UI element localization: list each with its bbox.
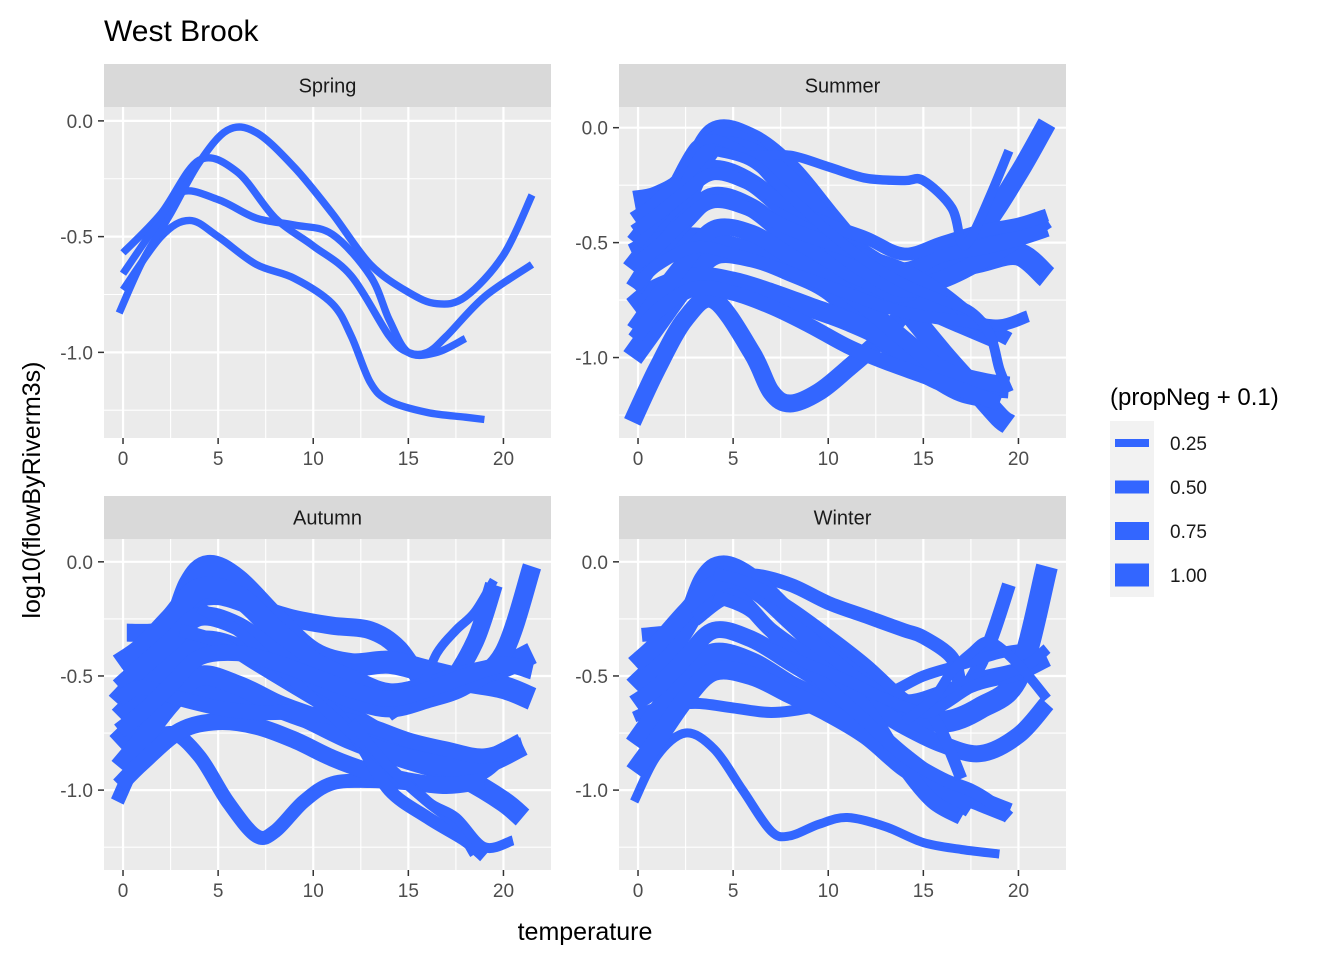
- x-tick-label: 0: [118, 449, 129, 470]
- y-tick-label: 0.0: [67, 112, 93, 133]
- series-line-summer-16: [712, 145, 1014, 394]
- series-line-summer-15: [671, 134, 1014, 250]
- y-tick-label: -0.5: [60, 667, 93, 688]
- x-tick-label: 20: [1008, 881, 1029, 902]
- series-group-summer: [623, 118, 1056, 434]
- x-tick-label: 15: [398, 881, 419, 902]
- legend-title: (propNeg + 0.1): [1110, 384, 1279, 411]
- plot-background-spring: [104, 107, 551, 438]
- x-tick-label: 5: [728, 881, 739, 902]
- series-line-summer-11: [628, 280, 1002, 411]
- series-line-autumn-15: [114, 644, 535, 738]
- y-tick-label: -1.0: [60, 781, 93, 802]
- y-tick-label: 0.0: [67, 553, 93, 574]
- x-tick-label: 20: [493, 449, 514, 470]
- x-tick-label: 5: [728, 449, 739, 470]
- panel-winter: Winter 0 5 10 15 20 0.0 -0.5 -1.0: [575, 496, 1066, 902]
- legend-label: 1.00: [1170, 566, 1207, 587]
- legend-label: 0.50: [1170, 478, 1207, 499]
- y-tick-label: -0.5: [575, 667, 608, 688]
- x-tick-label: 10: [303, 449, 324, 470]
- series-line-autumn-13: [347, 718, 515, 854]
- series-line-summer-9: [627, 218, 1011, 394]
- series-line-winter-13: [901, 636, 1051, 726]
- series-line-summer-12: [629, 193, 1013, 346]
- series-line-autumn-10: [115, 679, 525, 764]
- x-tick-label: 0: [118, 881, 129, 902]
- y-tick-label: -1.0: [60, 343, 93, 364]
- strip-autumn: [104, 496, 551, 539]
- strip-winter: [619, 496, 1066, 539]
- y-tick-label: -0.5: [60, 228, 93, 249]
- series-line-summer-13: [630, 167, 1050, 261]
- panel-autumn: Autumn 0 5 10 15 20 0.0 -0.5 -1.0: [60, 496, 551, 902]
- series-line-summer-14: [629, 240, 1031, 332]
- y-tick-label: -1.0: [575, 349, 608, 370]
- x-tick-label: 15: [398, 449, 419, 470]
- series-line-winter-10: [711, 589, 1014, 823]
- x-tick-label: 5: [213, 881, 224, 902]
- panel-summer: Summer 0 5 10 15 20 0.0 -0.5 -1.0: [575, 64, 1066, 470]
- series-line-winter-1: [630, 728, 1000, 859]
- x-tick-label: 0: [633, 449, 644, 470]
- legend-label: 0.25: [1170, 434, 1207, 455]
- facet-panels: Spring 0 5 10 15 20 0.0 -0.5 -1.0 Summer 0 5 10 15 20 0…: [60, 64, 1066, 902]
- x-tick-label: 10: [818, 881, 839, 902]
- x-tick-label: 15: [913, 881, 934, 902]
- series-group-spring: [115, 123, 536, 424]
- panel-spring: Spring 0 5 10 15 20 0.0 -0.5 -1.0: [60, 64, 551, 470]
- x-tick-label: 20: [1008, 449, 1029, 470]
- y-tick-label: 0.0: [582, 553, 608, 574]
- strip-label-summer: Summer: [805, 76, 881, 98]
- chart-title: West Brook: [104, 15, 259, 48]
- strip-label-winter: Winter: [814, 508, 872, 530]
- series-line-autumn-9: [113, 712, 486, 794]
- y-tick-label: -1.0: [575, 781, 608, 802]
- strip-label-autumn: Autumn: [293, 508, 362, 530]
- strip-label-spring: Spring: [299, 76, 357, 98]
- x-tick-label: 5: [213, 449, 224, 470]
- series-group-autumn: [108, 554, 542, 862]
- legend-label: 0.75: [1170, 522, 1207, 543]
- series-group-winter: [626, 555, 1058, 859]
- x-tick-label: 10: [818, 449, 839, 470]
- strip-spring: [104, 64, 551, 107]
- series-line-winter-11: [712, 567, 967, 782]
- series-line-spring-2: [119, 216, 485, 424]
- series-line-spring-3: [115, 123, 536, 315]
- y-tick-label: -0.5: [575, 234, 608, 255]
- y-axis-title: log10(flowByRiverm3s): [18, 361, 46, 618]
- x-tick-label: 0: [633, 881, 644, 902]
- y-tick-label: 0.0: [582, 119, 608, 140]
- x-axis-title: temperature: [518, 918, 653, 946]
- x-tick-label: 10: [303, 881, 324, 902]
- legend: (propNeg + 0.1) 0.25 0.50 0.75 1.00: [1110, 384, 1279, 597]
- x-tick-label: 15: [913, 449, 934, 470]
- series-line-spring-4: [119, 187, 468, 360]
- x-tick-label: 20: [493, 881, 514, 902]
- strip-summer: [619, 64, 1066, 107]
